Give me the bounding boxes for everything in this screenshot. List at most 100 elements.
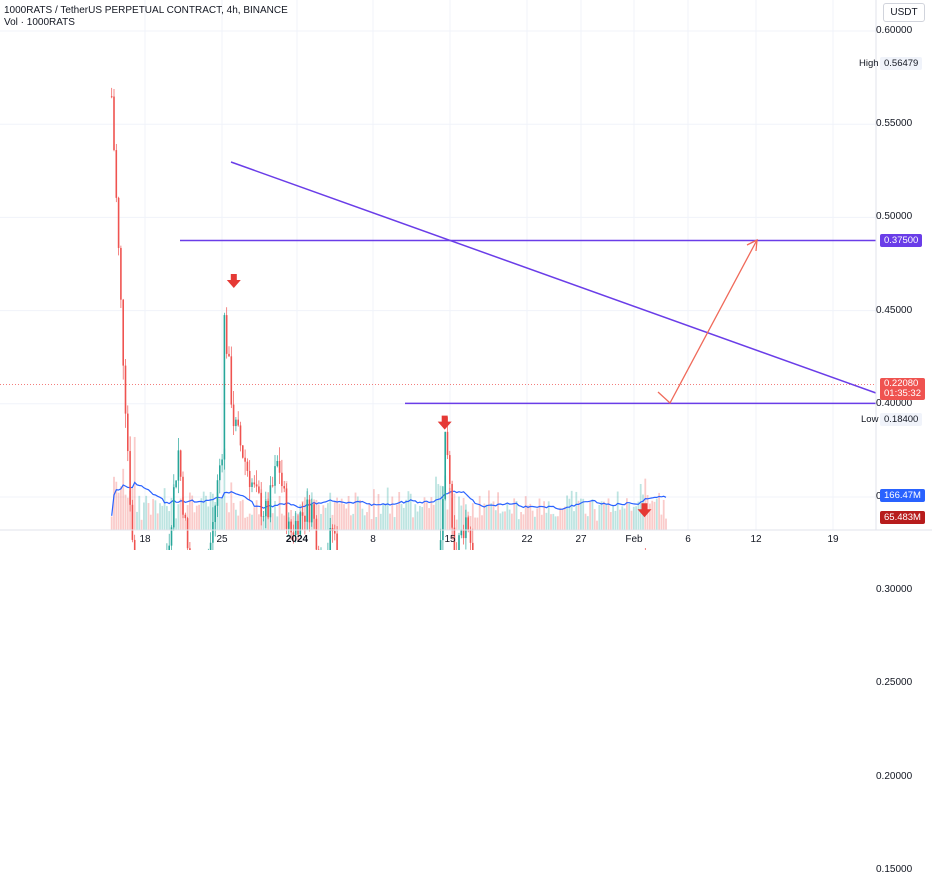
volume-bar	[486, 505, 488, 530]
candle-body	[279, 461, 281, 473]
volume-bar	[281, 514, 283, 530]
volume-bar	[598, 505, 600, 530]
volume-bar	[426, 502, 428, 530]
volume-bar	[403, 508, 405, 530]
resistance-value-tag: 0.37500	[880, 234, 922, 247]
volume-bar	[582, 499, 584, 530]
volume-bar	[138, 496, 140, 530]
volume-bar	[148, 503, 150, 530]
volume-bar	[571, 491, 573, 530]
volume-bar	[203, 492, 205, 530]
volume-bar	[155, 500, 157, 530]
volume-bar	[178, 504, 180, 530]
candle-body	[265, 501, 267, 516]
volume-bar	[249, 514, 251, 530]
volume-bar	[118, 493, 120, 530]
candle-body	[256, 484, 258, 486]
currency-button[interactable]: USDT	[883, 3, 925, 22]
volume-bar	[543, 501, 545, 530]
volume-bar	[633, 507, 635, 530]
volume-bar	[488, 490, 490, 530]
volume-bar	[233, 503, 235, 530]
volume-bar	[658, 493, 660, 530]
volume-bar	[621, 506, 623, 530]
candle-body	[226, 315, 228, 354]
volume-bar	[145, 496, 147, 530]
volume-bar	[364, 515, 366, 530]
candle-body	[173, 487, 175, 527]
candle-body	[309, 500, 311, 523]
candle-body	[221, 459, 223, 465]
volume-bar	[258, 514, 260, 530]
volume-bar	[189, 493, 191, 530]
volume-bar	[115, 482, 117, 530]
candle-body	[120, 248, 122, 300]
x-tick-label: 8	[370, 534, 376, 545]
candle-body	[260, 493, 262, 517]
candle-body	[122, 300, 124, 366]
candle-body	[180, 450, 182, 476]
candle-body	[240, 425, 242, 445]
volume-bar	[500, 513, 502, 530]
projection-path[interactable]	[658, 240, 757, 403]
y-tick-label: 0.55000	[876, 118, 932, 129]
candle-body	[214, 506, 216, 522]
volume-bar	[635, 506, 637, 530]
volume-bar	[447, 510, 449, 530]
candle-body	[116, 150, 118, 198]
candle-body	[113, 97, 115, 151]
volume-bar	[221, 497, 223, 530]
volume-bar	[385, 503, 387, 530]
volume-bar	[552, 514, 554, 530]
x-tick-label: 25	[216, 534, 227, 545]
x-tick-label: 27	[575, 534, 586, 545]
volume-bar	[610, 512, 612, 530]
volume-bar	[125, 495, 127, 530]
y-tick-label: 0.60000	[876, 25, 932, 36]
candle-body	[129, 451, 131, 505]
volume-bar	[608, 498, 610, 530]
volume-bar	[152, 499, 154, 530]
descending-trendline[interactable]	[231, 162, 876, 393]
volume-bar	[421, 507, 423, 530]
volume-bar	[569, 499, 571, 530]
chart-grid	[0, 0, 876, 550]
volume-bar	[368, 503, 370, 530]
volume-bar	[247, 517, 249, 530]
volume-bar	[612, 506, 614, 530]
candle-body	[297, 521, 299, 535]
volume-bar	[557, 516, 559, 530]
volume-bar	[516, 501, 518, 530]
volume-bar	[394, 517, 396, 530]
y-tick-label: 0.50000	[876, 211, 932, 222]
volume-bar	[228, 512, 230, 530]
volume-bar	[253, 507, 255, 530]
volume-bar	[414, 504, 416, 530]
volume-bar	[594, 509, 596, 530]
volume-bar	[352, 514, 354, 530]
volume-bar	[428, 508, 430, 530]
chart-canvas[interactable]	[0, 0, 932, 550]
volume-bar	[412, 517, 414, 530]
candle-body	[463, 529, 465, 538]
candle-body	[258, 486, 260, 492]
candle-body	[329, 528, 331, 550]
volume-bar	[136, 512, 138, 530]
volume-bar	[624, 509, 626, 530]
y-tick-label: 0.45000	[876, 305, 932, 316]
candle-body	[219, 465, 221, 480]
volume-bar	[497, 492, 499, 530]
candle-body	[185, 515, 187, 518]
volume-bar	[504, 511, 506, 530]
candle-body	[447, 432, 449, 455]
volume-bar	[240, 501, 242, 530]
candle-body	[290, 522, 292, 533]
volume-bar	[529, 504, 531, 530]
candle-body	[451, 484, 453, 528]
volume-bar	[605, 504, 607, 530]
x-tick-label: 2024	[286, 534, 308, 545]
candle-body	[178, 450, 180, 480]
x-tick-label: 15	[444, 534, 455, 545]
candle-body	[175, 481, 177, 488]
candle-body	[311, 504, 313, 522]
